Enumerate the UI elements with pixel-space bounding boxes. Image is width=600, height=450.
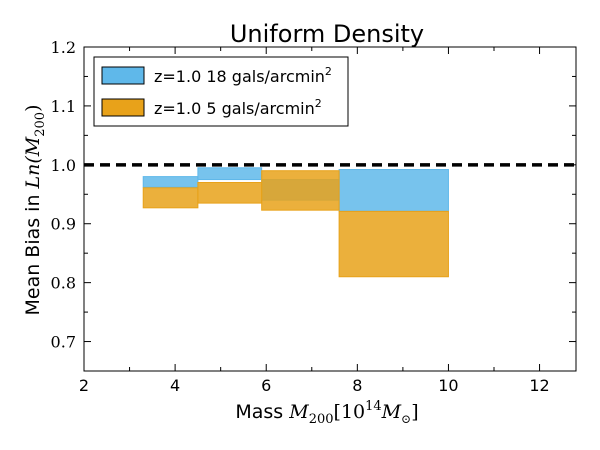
bias-bin-series1-bin1 bbox=[142, 176, 199, 188]
x-tick-label: 10 bbox=[438, 376, 458, 395]
y-tick-label: 0.7 bbox=[51, 333, 76, 352]
bias-bin-series1-bin2 bbox=[197, 167, 263, 181]
y-tick-label: 0.9 bbox=[51, 215, 76, 234]
bias-bin-series2-bin3 bbox=[261, 170, 340, 211]
axes: 2 4 6 8 10 12 0.7 0.8 0.9 1.0 1.1 1.2 bbox=[51, 38, 577, 395]
bias-bin-series1-bin4 bbox=[338, 169, 449, 212]
legend-label-series1: z=1.0 18 gals/arcmin2 bbox=[154, 65, 332, 86]
legend-swatch-series1 bbox=[101, 66, 145, 85]
axis-labels: Mass M200[1014M⊙] Mean Bias in Ln(M200) bbox=[22, 104, 419, 427]
x-tick-label: 8 bbox=[352, 376, 362, 395]
y-axis-label: Mean Bias in Ln(M200) bbox=[22, 104, 48, 315]
x-axis-label: Mass M200[1014M⊙] bbox=[235, 399, 418, 427]
y-tick-label: 1.2 bbox=[51, 38, 76, 57]
bias-bin-series2-bin1 bbox=[142, 187, 199, 209]
x-tick-label: 12 bbox=[529, 376, 549, 395]
plot-area bbox=[84, 163, 576, 278]
legend: z=1.0 18 gals/arcmin2 z=1.0 5 gals/arcmin… bbox=[93, 56, 349, 127]
y-tick-label: 1.0 bbox=[51, 156, 76, 175]
legend-label-series2: z=1.0 5 gals/arcmin2 bbox=[154, 97, 322, 118]
y-tick-label: 0.8 bbox=[51, 274, 76, 293]
y-tick-label: 1.1 bbox=[51, 97, 76, 116]
bias-bin-series2-bin4 bbox=[338, 210, 449, 278]
x-tick-label: 6 bbox=[261, 376, 271, 395]
x-tick-label: 4 bbox=[170, 376, 180, 395]
x-tick-label: 2 bbox=[79, 376, 89, 395]
plot-frame bbox=[83, 46, 577, 372]
chart-title: Uniform Density bbox=[230, 20, 424, 48]
bias-bin-series2-bin2 bbox=[197, 181, 263, 204]
legend-swatch-series2 bbox=[101, 98, 145, 117]
